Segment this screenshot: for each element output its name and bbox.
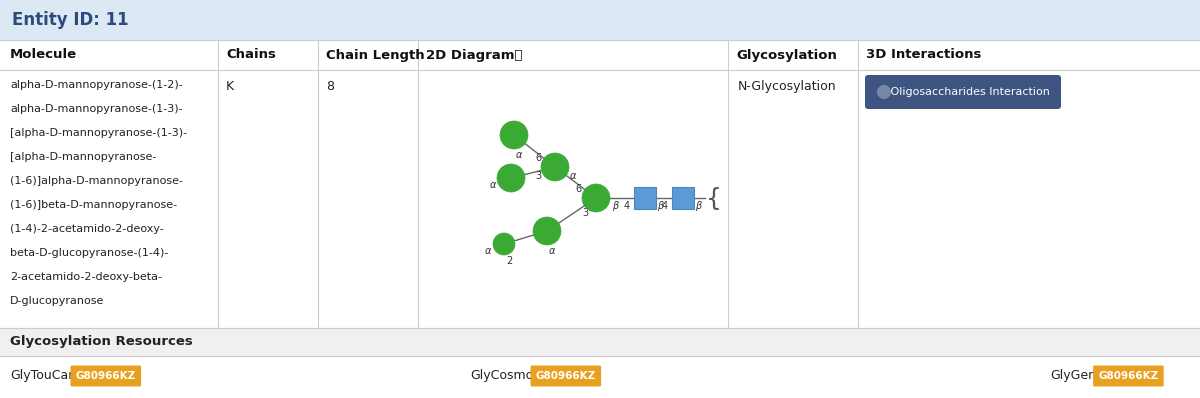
Text: 4: 4 [624,201,630,211]
Text: 3: 3 [582,208,588,218]
Circle shape [493,233,515,255]
Text: alpha-D-mannopyranose-(1-2)-: alpha-D-mannopyranose-(1-2)- [10,80,182,90]
Text: α: α [570,171,576,181]
Text: 6: 6 [576,184,582,194]
Text: Glycosylation Resources: Glycosylation Resources [10,336,193,349]
Text: K: K [226,80,234,93]
Text: Entity ID: 11: Entity ID: 11 [12,11,128,29]
Text: G80966KZ: G80966KZ [1098,371,1158,381]
Text: (1-4)-2-acetamido-2-deoxy-: (1-4)-2-acetamido-2-deoxy- [10,224,163,234]
Text: alpha-D-mannopyranose-(1-3)-: alpha-D-mannopyranose-(1-3)- [10,104,182,114]
Text: Glycosylation: Glycosylation [736,49,836,62]
FancyBboxPatch shape [1093,365,1164,386]
Text: Oligosaccharides Interaction: Oligosaccharides Interaction [887,87,1050,97]
Text: β: β [612,201,618,211]
Circle shape [500,121,528,149]
Circle shape [541,153,569,181]
Text: β: β [658,201,664,211]
Circle shape [533,217,562,245]
Text: (1-6)]alpha-D-mannopyranose-: (1-6)]alpha-D-mannopyranose- [10,176,182,186]
Circle shape [877,85,890,99]
Text: 8: 8 [326,80,334,93]
Text: α: α [485,246,491,256]
Text: 3D Interactions: 3D Interactions [866,49,982,62]
Text: [alpha-D-mannopyranose-: [alpha-D-mannopyranose- [10,152,156,162]
Text: GlyCosmos:: GlyCosmos: [470,369,544,382]
Text: α: α [490,180,497,190]
Text: Molecule: Molecule [10,49,77,62]
Text: Chain Length: Chain Length [326,49,425,62]
Bar [0,356,1200,396]
Circle shape [497,164,526,192]
Text: 2: 2 [506,256,512,266]
Text: D-glucopyranose: D-glucopyranose [10,296,104,306]
Text: Chains: Chains [226,49,276,62]
Text: G80966KZ: G80966KZ [535,371,596,381]
Bar [0,0,1200,40]
Text: α: α [516,150,522,160]
Text: G80966KZ: G80966KZ [76,371,136,381]
Text: (1-6)]beta-D-mannopyranose-: (1-6)]beta-D-mannopyranose- [10,200,178,210]
Bar [0,328,1200,356]
Text: GlyTouCan:: GlyTouCan: [10,369,80,382]
FancyBboxPatch shape [865,75,1061,109]
Bar [0,40,1200,70]
Text: 4: 4 [662,201,668,211]
Text: beta-D-glucopyranose-(1-4)-: beta-D-glucopyranose-(1-4)- [10,248,168,258]
Text: 2D Diagramⓘ: 2D Diagramⓘ [426,49,522,62]
FancyBboxPatch shape [71,365,142,386]
Text: β: β [695,201,701,211]
Text: 2-acetamido-2-deoxy-beta-: 2-acetamido-2-deoxy-beta- [10,272,162,282]
Text: α: α [550,246,556,256]
Bar [634,187,656,209]
Text: GlyGen:: GlyGen: [1050,369,1100,382]
Text: 6: 6 [535,153,541,163]
Circle shape [582,184,610,212]
Bar [672,187,694,209]
Text: N-Glycosylation: N-Glycosylation [738,80,836,93]
FancyBboxPatch shape [530,365,601,386]
Text: [alpha-D-mannopyranose-(1-3)-: [alpha-D-mannopyranose-(1-3)- [10,128,187,138]
Text: 3: 3 [535,171,541,181]
Text: {: { [706,187,722,211]
